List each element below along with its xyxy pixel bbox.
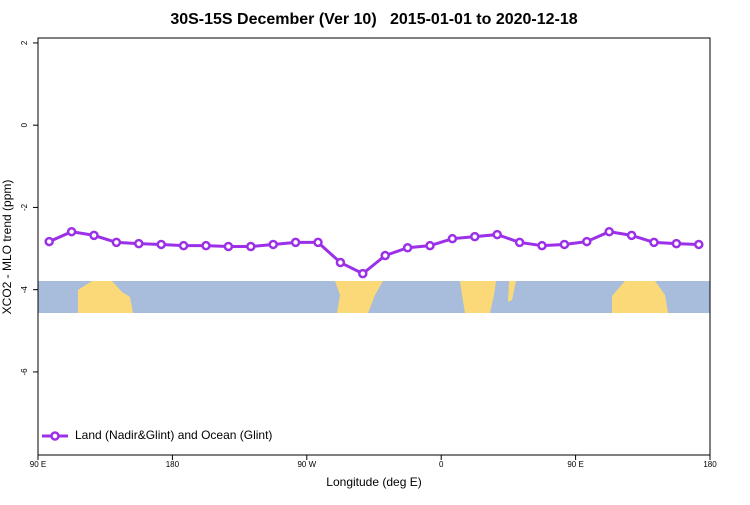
- data-point: [559, 239, 570, 250]
- land-australia: [78, 281, 133, 313]
- data-point: [223, 241, 234, 252]
- data-point: [268, 239, 278, 250]
- data-point: [156, 239, 166, 250]
- data-point: [604, 226, 614, 237]
- y-tick-label: -4: [20, 286, 29, 294]
- land-africa: [460, 281, 496, 313]
- data-point: [514, 237, 525, 248]
- data-point: [537, 240, 547, 251]
- data-point: [582, 236, 592, 247]
- data-point: [671, 238, 682, 249]
- x-tick-label: 180: [703, 460, 717, 469]
- land-south-america: [335, 281, 383, 313]
- x-tick-label: 0: [439, 460, 444, 469]
- data-point: [358, 268, 368, 279]
- plot-frame: [37, 37, 711, 456]
- data-point: [111, 237, 122, 248]
- data-point: [313, 237, 323, 248]
- chart-title: 30S-15S December (Ver 10) 2015-01-01 to …: [170, 11, 577, 28]
- y-tick-label: -2: [20, 203, 29, 211]
- x-tick-label: 90 E: [567, 460, 583, 469]
- data-point: [402, 242, 413, 253]
- data-point: [470, 231, 480, 242]
- data-point: [380, 250, 390, 261]
- x-tick-label: 90 W: [297, 460, 316, 469]
- data-point: [201, 240, 211, 251]
- data-point: [178, 240, 189, 251]
- x-axis-label: Longitude (deg E): [326, 475, 421, 489]
- data-point: [335, 257, 346, 268]
- data-point: [89, 230, 99, 241]
- series-line: [48, 230, 699, 276]
- map-band: [38, 281, 710, 313]
- y-axis-label: XCO2 - MLO trend (ppm): [0, 180, 14, 315]
- legend-marker: [50, 431, 60, 441]
- y-tick-label: 0: [20, 122, 29, 127]
- data-point: [290, 237, 301, 248]
- data-point: [246, 241, 256, 252]
- x-tick-label: 180: [166, 460, 180, 469]
- y-tick-label: -6: [20, 368, 29, 376]
- y-tick-label: 2: [20, 40, 29, 45]
- data-point: [66, 226, 77, 237]
- data-point: [425, 240, 435, 251]
- data-point: [694, 239, 704, 250]
- x-tick-label: 90 E: [30, 460, 46, 469]
- data-point: [492, 229, 502, 240]
- data-point: [44, 236, 54, 247]
- land-madagascar: [508, 281, 516, 302]
- data-point: [649, 237, 659, 248]
- data-point: [447, 233, 458, 244]
- data-point: [134, 238, 144, 249]
- land-australia-2: [612, 281, 668, 313]
- data-point: [626, 230, 637, 241]
- legend-label: Land (Nadir&Glint) and Ocean (Glint): [75, 428, 272, 442]
